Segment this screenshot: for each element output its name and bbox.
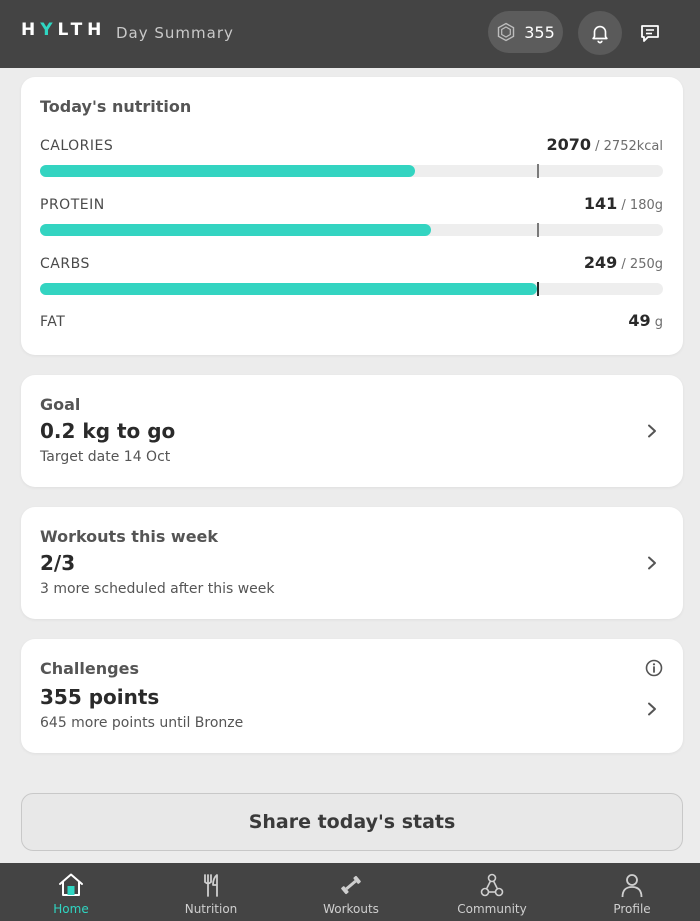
protein-progress-bar: [40, 223, 663, 237]
page-title: Day Summary: [116, 24, 234, 42]
nutrition-title: Today's nutrition: [40, 97, 192, 116]
app-logo: HYLTH: [21, 20, 107, 40]
challenges-subtext: 645 more points until Bronze: [40, 715, 244, 731]
chat-icon: [641, 25, 659, 42]
nutrition-card[interactable]: Today's nutrition CALORIES 2070 / 2752kc…: [21, 77, 683, 355]
notifications-button[interactable]: [578, 11, 622, 55]
bottom-navigation: Home Nutrition Workouts Community: [0, 863, 700, 921]
calories-label: CALORIES: [40, 138, 114, 154]
protein-target-marker: [537, 223, 540, 237]
nav-community-label: Community: [457, 902, 527, 916]
goal-headline: 0.2 kg to go: [40, 419, 176, 443]
nav-profile-label: Profile: [613, 902, 651, 916]
goal-title: Goal: [40, 395, 81, 414]
chevron-right-icon[interactable]: [645, 702, 659, 716]
nav-profile[interactable]: Profile: [572, 863, 692, 921]
challenges-title: Challenges: [40, 659, 139, 678]
carbs-progress-fill: [40, 283, 537, 295]
workouts-subtext: 3 more scheduled after this week: [40, 581, 275, 597]
protein-label: PROTEIN: [40, 197, 105, 213]
points-value: 355: [524, 22, 555, 42]
points-badge[interactable]: 355: [488, 11, 563, 53]
nav-home[interactable]: Home: [11, 863, 131, 921]
workouts-card[interactable]: Workouts this week 2/3 3 more scheduled …: [21, 507, 683, 619]
calories-value: 2070 / 2752kcal: [546, 135, 663, 154]
community-icon: [480, 873, 504, 897]
goal-card[interactable]: Goal 0.2 kg to go Target date 14 Oct: [21, 375, 683, 487]
fat-value: 49 g: [628, 311, 663, 330]
info-icon[interactable]: [645, 659, 663, 677]
nav-home-label: Home: [53, 902, 89, 916]
calories-progress-fill: [40, 165, 416, 177]
carbs-label: CARBS: [40, 256, 90, 272]
challenges-card[interactable]: Challenges 355 points 645 more points un…: [21, 639, 683, 753]
protein-progress-fill: [40, 224, 431, 236]
challenges-headline: 355 points: [40, 685, 160, 709]
protein-value: 141 / 180g: [583, 194, 663, 213]
chevron-right-icon[interactable]: [645, 424, 659, 438]
carbs-value: 249 / 250g: [583, 253, 663, 272]
goal-target-date: Target date 14 Oct: [40, 449, 171, 465]
app-header: HYLTH Day Summary 355: [0, 0, 700, 68]
nav-community[interactable]: Community: [432, 863, 552, 921]
carbs-target-marker: [537, 282, 540, 296]
home-icon: [59, 873, 83, 896]
nav-nutrition-label: Nutrition: [184, 902, 238, 916]
workouts-title: Workouts this week: [40, 527, 219, 546]
workouts-headline: 2/3: [40, 551, 76, 575]
fork-knife-icon: [204, 874, 218, 897]
profile-icon: [621, 874, 643, 898]
dumbbell-icon: [341, 875, 361, 895]
messages-button[interactable]: [634, 17, 666, 49]
carbs-progress-bar: [40, 282, 663, 296]
nav-workouts[interactable]: Workouts: [291, 863, 411, 921]
bell-icon: [592, 25, 608, 44]
hexagon-icon: [498, 22, 515, 42]
nav-workouts-label: Workouts: [323, 902, 379, 916]
nav-nutrition[interactable]: Nutrition: [151, 863, 271, 921]
fat-label: FAT: [40, 314, 66, 330]
chevron-right-icon[interactable]: [645, 556, 659, 570]
calories-progress-bar: [40, 164, 663, 178]
share-stats-button[interactable]: Share today's stats: [21, 793, 683, 851]
calories-target-marker: [537, 164, 540, 178]
